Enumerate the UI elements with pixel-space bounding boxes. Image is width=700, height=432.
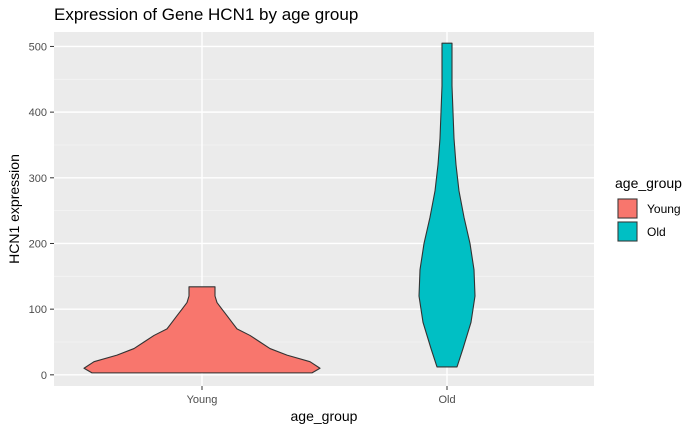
chart-title: Expression of Gene HCN1 by age group: [54, 5, 358, 24]
minor-gridlines: [54, 78, 594, 343]
x-tick-label: Young: [187, 394, 218, 406]
x-axis-title: age_group: [291, 408, 358, 424]
legend-label-young: Young: [647, 202, 681, 216]
y-axis: 0 100 200 300 400 500: [29, 41, 54, 382]
legend-swatch-young: [617, 198, 638, 219]
violin-young: [83, 286, 321, 374]
y-tick-label: 300: [29, 173, 47, 185]
violins: [83, 42, 476, 374]
y-tick-label: 400: [29, 107, 47, 119]
y-tick-label: 200: [29, 238, 47, 250]
legend-label-old: Old: [647, 225, 666, 239]
violin-old: [418, 42, 476, 368]
y-tick-label: 100: [29, 304, 47, 316]
legend: age_group Young Old: [615, 175, 682, 242]
plot-panel: [54, 32, 594, 386]
legend-title: age_group: [615, 175, 682, 191]
y-tick-label: 500: [29, 41, 47, 53]
y-tick-label: 0: [41, 370, 47, 382]
x-axis: Young Old: [187, 386, 456, 406]
legend-swatch-old: [617, 221, 638, 242]
x-tick-label: Old: [438, 394, 455, 406]
y-axis-title: HCN1 expression: [6, 154, 22, 264]
